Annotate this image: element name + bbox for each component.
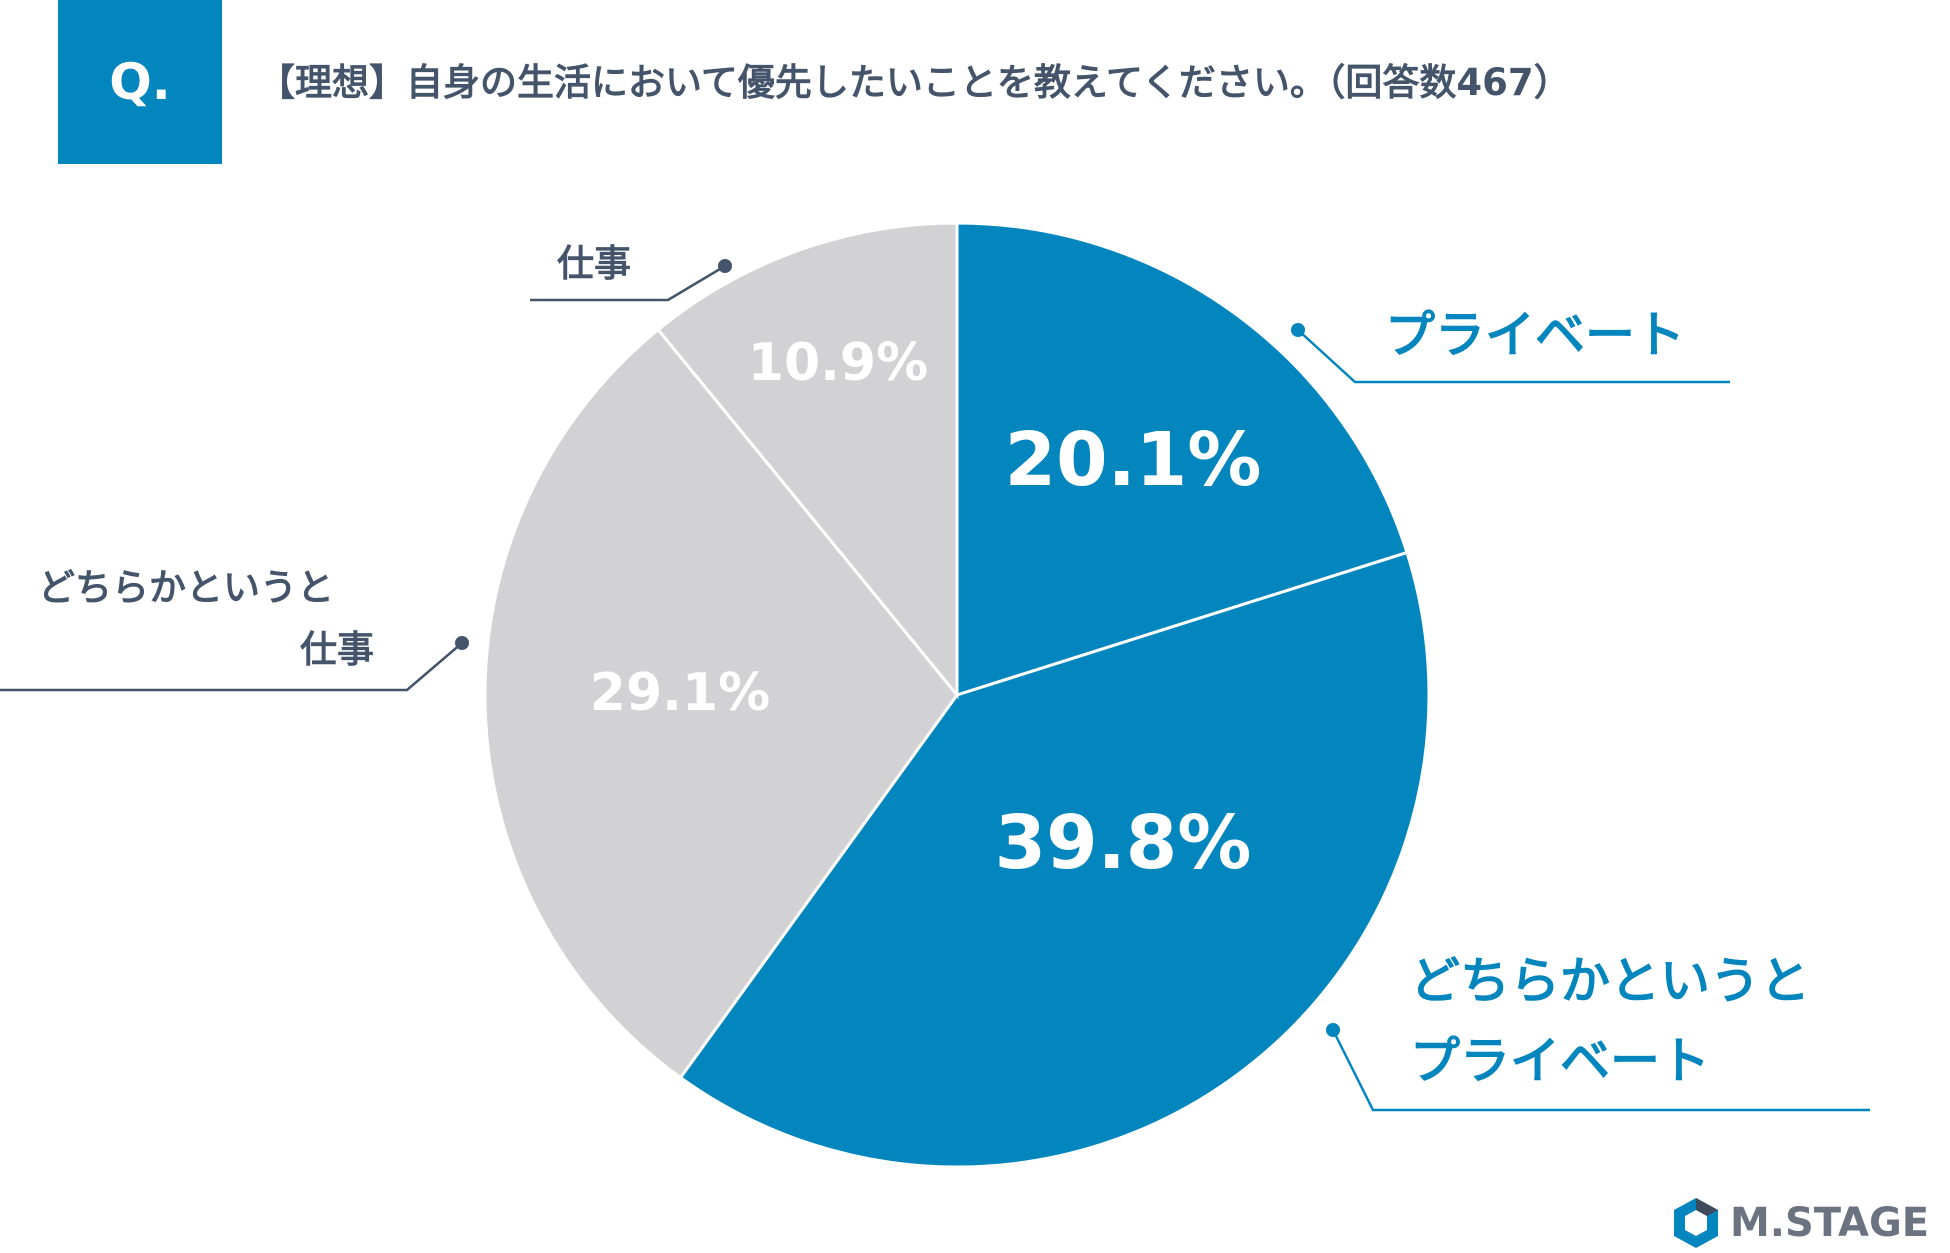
pie-slice-3 (483, 327, 959, 1080)
slice-category-label-2-line-2: プライベート (1410, 1032, 1710, 1090)
pie-slice-4 (656, 221, 959, 700)
leader-line-3 (0, 642, 463, 692)
slice-category-label-3-line-1: どちらかというと (38, 566, 334, 609)
logo-hexagon-icon (1674, 1198, 1718, 1248)
pie-slice-2 (678, 550, 1431, 1169)
leader-line-1 (1297, 329, 1730, 384)
leader-dot-1 (1291, 323, 1305, 337)
leader-dot-4 (718, 259, 732, 273)
leader-dot-2 (1326, 1023, 1340, 1037)
slice-value-label-2: 39.8% (995, 800, 1252, 886)
slice-value-label-3: 29.1% (590, 663, 770, 723)
pie-slice-1 (955, 221, 1409, 698)
slice-value-label-4: 10.9% (748, 333, 928, 393)
leader-dot-3 (455, 636, 469, 650)
slice-category-label-3-line-2: 仕事 (300, 628, 374, 671)
slice-category-label-4-line-1: 仕事 (557, 242, 631, 285)
logo: M.STAGE (1670, 1193, 1929, 1253)
logo-text: M.STAGE (1730, 1200, 1930, 1246)
slice-value-label-1: 20.1% (1005, 417, 1262, 503)
slice-category-label-1-line-1: プライベート (1385, 306, 1685, 364)
leader-line-4 (530, 264, 726, 302)
slice-category-label-2-line-1: どちらかというと (1410, 952, 1810, 1010)
question-title: 【理想】自身の生活において優先したいことを教えてください。（回答数467） (258, 61, 1571, 104)
leader-line-2 (1331, 1029, 1870, 1112)
question-badge: Q. (58, 0, 222, 164)
